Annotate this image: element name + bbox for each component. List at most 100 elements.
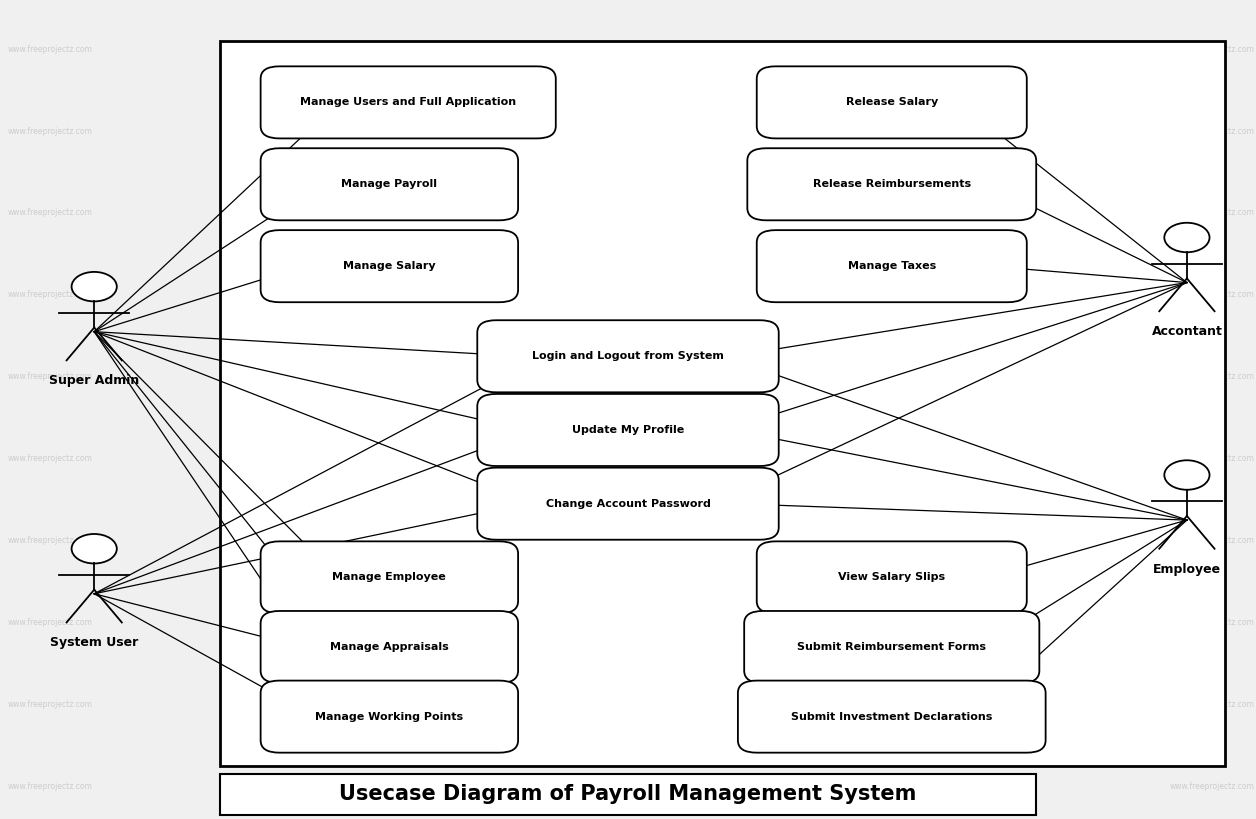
Text: www.freeprojectz.com: www.freeprojectz.com [472,45,558,53]
Text: www.freeprojectz.com: www.freeprojectz.com [1169,700,1255,708]
Text: Release Reimbursements: Release Reimbursements [813,179,971,189]
Text: Manage Working Points: Manage Working Points [315,712,463,722]
Text: www.freeprojectz.com: www.freeprojectz.com [937,700,1022,708]
Text: www.freeprojectz.com: www.freeprojectz.com [240,291,325,299]
FancyBboxPatch shape [261,541,519,613]
Text: www.freeprojectz.com: www.freeprojectz.com [705,782,790,790]
FancyBboxPatch shape [220,774,1036,815]
Text: www.freeprojectz.com: www.freeprojectz.com [240,127,325,135]
FancyBboxPatch shape [756,230,1027,302]
Text: www.freeprojectz.com: www.freeprojectz.com [8,536,93,545]
Text: www.freeprojectz.com: www.freeprojectz.com [8,291,93,299]
Text: www.freeprojectz.com: www.freeprojectz.com [472,618,558,627]
Text: www.freeprojectz.com: www.freeprojectz.com [705,291,790,299]
Text: www.freeprojectz.com: www.freeprojectz.com [8,700,93,708]
FancyBboxPatch shape [261,148,519,220]
Text: www.freeprojectz.com: www.freeprojectz.com [705,127,790,135]
Text: www.freeprojectz.com: www.freeprojectz.com [1169,209,1255,217]
Text: www.freeprojectz.com: www.freeprojectz.com [8,209,93,217]
Text: www.freeprojectz.com: www.freeprojectz.com [705,373,790,381]
Text: www.freeprojectz.com: www.freeprojectz.com [472,127,558,135]
Text: www.freeprojectz.com: www.freeprojectz.com [240,618,325,627]
FancyBboxPatch shape [756,66,1027,138]
Text: www.freeprojectz.com: www.freeprojectz.com [8,455,93,463]
Text: www.freeprojectz.com: www.freeprojectz.com [240,373,325,381]
Text: www.freeprojectz.com: www.freeprojectz.com [472,455,558,463]
Text: View Salary Slips: View Salary Slips [838,572,946,582]
Text: www.freeprojectz.com: www.freeprojectz.com [240,209,325,217]
Text: www.freeprojectz.com: www.freeprojectz.com [937,45,1022,53]
FancyBboxPatch shape [477,320,779,392]
FancyBboxPatch shape [261,681,519,753]
Text: www.freeprojectz.com: www.freeprojectz.com [1169,291,1255,299]
Text: www.freeprojectz.com: www.freeprojectz.com [937,291,1022,299]
Text: Manage Salary: Manage Salary [343,261,436,271]
Text: www.freeprojectz.com: www.freeprojectz.com [937,536,1022,545]
Circle shape [72,534,117,563]
Text: www.freeprojectz.com: www.freeprojectz.com [472,291,558,299]
Text: Super Admin: Super Admin [49,374,139,387]
Circle shape [1164,460,1210,490]
Text: Usecase Diagram of Payroll Management System: Usecase Diagram of Payroll Management Sy… [339,785,917,804]
Text: www.freeprojectz.com: www.freeprojectz.com [240,45,325,53]
FancyBboxPatch shape [261,611,519,683]
Text: www.freeprojectz.com: www.freeprojectz.com [8,618,93,627]
Text: www.freeprojectz.com: www.freeprojectz.com [937,782,1022,790]
FancyBboxPatch shape [220,41,1225,766]
Text: www.freeprojectz.com: www.freeprojectz.com [937,455,1022,463]
Text: www.freeprojectz.com: www.freeprojectz.com [8,373,93,381]
Text: Submit Investment Declarations: Submit Investment Declarations [791,712,992,722]
Text: www.freeprojectz.com: www.freeprojectz.com [937,373,1022,381]
Text: Update My Profile: Update My Profile [571,425,685,435]
Text: www.freeprojectz.com: www.freeprojectz.com [937,127,1022,135]
FancyBboxPatch shape [744,611,1040,683]
Text: www.freeprojectz.com: www.freeprojectz.com [705,455,790,463]
Text: www.freeprojectz.com: www.freeprojectz.com [705,209,790,217]
Text: Submit Reimbursement Forms: Submit Reimbursement Forms [798,642,986,652]
Text: www.freeprojectz.com: www.freeprojectz.com [1169,618,1255,627]
FancyBboxPatch shape [477,394,779,466]
FancyBboxPatch shape [737,681,1045,753]
Text: Employee: Employee [1153,563,1221,576]
Text: www.freeprojectz.com: www.freeprojectz.com [8,782,93,790]
Text: www.freeprojectz.com: www.freeprojectz.com [937,618,1022,627]
Text: www.freeprojectz.com: www.freeprojectz.com [472,209,558,217]
Text: www.freeprojectz.com: www.freeprojectz.com [1169,373,1255,381]
Circle shape [1164,223,1210,252]
FancyBboxPatch shape [756,541,1027,613]
Text: Manage Payroll: Manage Payroll [342,179,437,189]
FancyBboxPatch shape [747,148,1036,220]
Text: Accontant: Accontant [1152,325,1222,338]
Text: Release Salary: Release Salary [845,97,938,107]
Text: Change Account Password: Change Account Password [545,499,711,509]
Text: www.freeprojectz.com: www.freeprojectz.com [240,455,325,463]
Text: Manage Appraisals: Manage Appraisals [330,642,448,652]
FancyBboxPatch shape [477,468,779,540]
Text: www.freeprojectz.com: www.freeprojectz.com [1169,127,1255,135]
Text: www.freeprojectz.com: www.freeprojectz.com [1169,455,1255,463]
Text: www.freeprojectz.com: www.freeprojectz.com [8,127,93,135]
Text: www.freeprojectz.com: www.freeprojectz.com [472,536,558,545]
Text: www.freeprojectz.com: www.freeprojectz.com [472,373,558,381]
Text: www.freeprojectz.com: www.freeprojectz.com [705,700,790,708]
Text: Login and Logout from System: Login and Logout from System [533,351,723,361]
Text: Manage Employee: Manage Employee [333,572,446,582]
Text: System User: System User [50,636,138,649]
Text: www.freeprojectz.com: www.freeprojectz.com [472,700,558,708]
FancyBboxPatch shape [261,230,519,302]
Text: www.freeprojectz.com: www.freeprojectz.com [240,700,325,708]
Text: www.freeprojectz.com: www.freeprojectz.com [240,782,325,790]
Text: www.freeprojectz.com: www.freeprojectz.com [937,209,1022,217]
Text: www.freeprojectz.com: www.freeprojectz.com [1169,536,1255,545]
Text: www.freeprojectz.com: www.freeprojectz.com [1169,782,1255,790]
Text: www.freeprojectz.com: www.freeprojectz.com [240,536,325,545]
Text: www.freeprojectz.com: www.freeprojectz.com [705,45,790,53]
Text: www.freeprojectz.com: www.freeprojectz.com [1169,45,1255,53]
Text: Manage Taxes: Manage Taxes [848,261,936,271]
Text: www.freeprojectz.com: www.freeprojectz.com [472,782,558,790]
Text: www.freeprojectz.com: www.freeprojectz.com [705,618,790,627]
Circle shape [72,272,117,301]
Text: www.freeprojectz.com: www.freeprojectz.com [8,45,93,53]
FancyBboxPatch shape [261,66,555,138]
Text: www.freeprojectz.com: www.freeprojectz.com [705,536,790,545]
